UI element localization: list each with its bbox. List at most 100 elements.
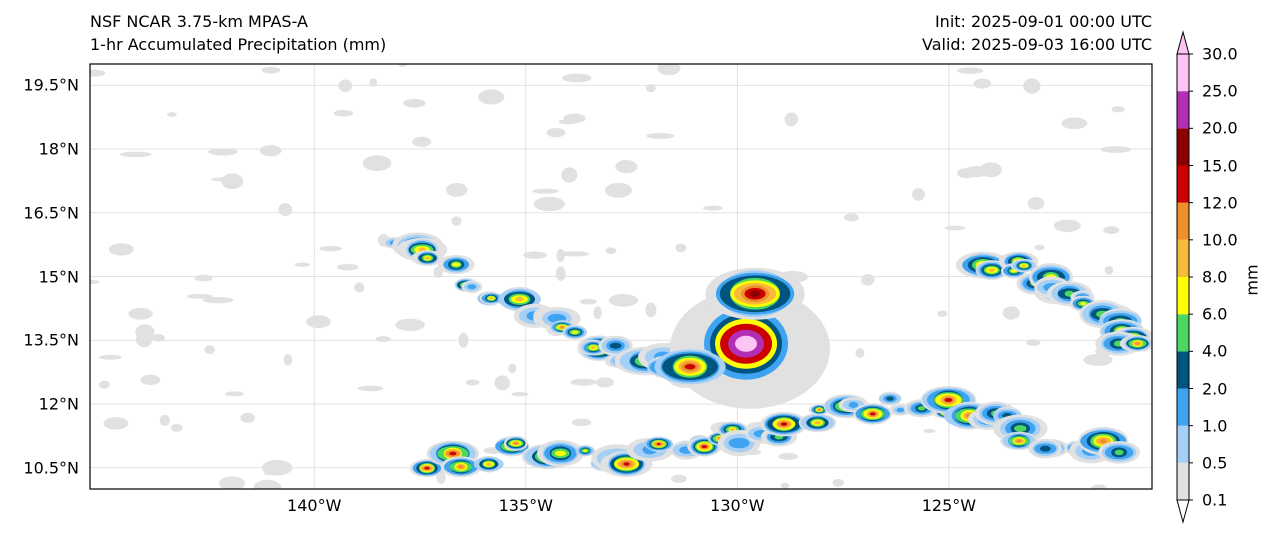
rainband-cell	[760, 411, 808, 437]
light-precip-patch	[1091, 484, 1107, 489]
light-precip-patch	[159, 414, 171, 426]
light-precip-patch	[675, 243, 687, 253]
colorbar-segment	[1177, 165, 1189, 203]
precip-contour	[515, 297, 524, 302]
light-precip-patch	[90, 69, 106, 77]
light-precip-patch	[559, 251, 590, 257]
colorbar-segment	[1177, 54, 1189, 92]
colorbar-segment	[1177, 351, 1189, 389]
colorbar-tick-label: 25.0	[1202, 81, 1238, 101]
precip-contour	[609, 342, 622, 349]
light-precip-patch	[1100, 146, 1132, 153]
colorbar-segment	[1177, 128, 1189, 166]
precip-contour	[656, 442, 661, 446]
precip-contour	[559, 326, 565, 329]
lon-label: 140°W	[287, 496, 342, 515]
lat-label: 10.5°N	[23, 458, 79, 478]
rainband-cell	[975, 260, 1008, 281]
precip-contour	[513, 442, 519, 445]
light-precip-patch	[1023, 78, 1041, 94]
lat-label: 16.5°N	[23, 203, 79, 223]
precipitation-field	[90, 64, 1152, 489]
light-precip-patch	[278, 203, 293, 216]
light-precip-patch	[546, 128, 566, 138]
light-precip-patch	[99, 354, 122, 360]
field-title: 1-hr Accumulated Precipitation (mm)	[90, 35, 387, 54]
colorbar-tick-label: 0.1	[1202, 490, 1228, 510]
colorbar-segment	[1177, 314, 1189, 352]
colorbar-segment	[1177, 388, 1189, 426]
precip-contour	[917, 406, 926, 411]
colorbar-tick-label: 4.0	[1202, 341, 1228, 361]
storm-spiral-band	[705, 267, 805, 320]
rainband-cell	[461, 280, 483, 294]
rainband-cell	[409, 459, 445, 478]
light-precip-patch	[208, 148, 238, 156]
light-precip-patch	[605, 182, 632, 198]
light-precip-patch	[956, 67, 984, 74]
colorbar-tick-label: 2.0	[1202, 379, 1228, 398]
rainband-cell	[437, 255, 475, 275]
precip-contour	[458, 465, 464, 469]
light-precip-patch	[465, 379, 480, 386]
precip-contour	[489, 297, 494, 300]
light-precip-patch	[555, 266, 566, 282]
light-precip-patch	[1027, 196, 1045, 210]
light-precip-patch	[571, 418, 592, 427]
rainband-cell	[1010, 259, 1038, 273]
precip-contour	[728, 437, 750, 449]
lat-label: 12°N	[38, 394, 79, 414]
light-precip-patch	[778, 453, 799, 460]
colorbar-segment	[1177, 91, 1189, 129]
precip-contour	[449, 451, 457, 456]
lon-label: 135°W	[498, 496, 553, 515]
precip-contour	[424, 256, 431, 260]
light-precip-patch	[151, 334, 165, 342]
light-precip-patch	[445, 183, 468, 197]
light-precip-patch	[221, 173, 244, 190]
light-precip-patch	[923, 428, 936, 433]
rainband-cell	[575, 444, 595, 457]
light-precip-patch	[395, 318, 426, 331]
rainband-cell	[798, 413, 837, 433]
light-precip-patch	[593, 306, 602, 320]
light-precip-patch	[523, 251, 548, 259]
valid-time: Valid: 2025-09-03 16:00 UTC	[921, 35, 1152, 54]
light-precip-patch	[855, 348, 865, 359]
light-precip-patch	[333, 109, 354, 117]
light-precip-patch	[90, 279, 100, 284]
light-precip-patch	[362, 155, 392, 171]
colorbar-segment	[1177, 462, 1189, 500]
light-precip-patch	[319, 245, 343, 252]
light-precip-patch	[861, 274, 875, 286]
light-precip-patch	[1104, 266, 1114, 275]
light-precip-patch	[844, 213, 859, 222]
light-precip-patch	[140, 374, 161, 386]
light-precip-patch	[186, 293, 213, 299]
precip-contour	[730, 428, 735, 431]
init-time: Init: 2025-09-01 00:00 UTC	[934, 12, 1152, 31]
rainband-cell	[562, 324, 588, 340]
light-precip-patch	[1061, 117, 1088, 130]
light-precip-patch	[671, 474, 687, 483]
lon-label: 130°W	[710, 496, 765, 515]
precip-contour	[886, 396, 894, 401]
precip-contour	[554, 450, 567, 457]
colorbar-tick-label: 1.0	[1202, 416, 1228, 436]
rainband-cell	[503, 435, 528, 451]
precip-contour	[814, 421, 821, 425]
light-precip-patch	[944, 225, 966, 231]
rainband-cell	[1119, 335, 1152, 352]
light-precip-patch	[369, 78, 378, 87]
light-precip-patch	[605, 247, 617, 255]
colorbar-tick-label: 10.0	[1202, 230, 1238, 250]
light-precip-patch	[964, 165, 990, 178]
light-precip-patch	[579, 298, 597, 305]
rainband-cell	[479, 292, 504, 305]
light-precip-patch	[702, 205, 723, 211]
light-precip-patch	[615, 159, 638, 174]
light-precip-patch	[1034, 244, 1045, 251]
rainband-cell	[878, 391, 902, 406]
light-precip-patch	[1111, 106, 1125, 113]
precip-contour	[591, 346, 596, 349]
